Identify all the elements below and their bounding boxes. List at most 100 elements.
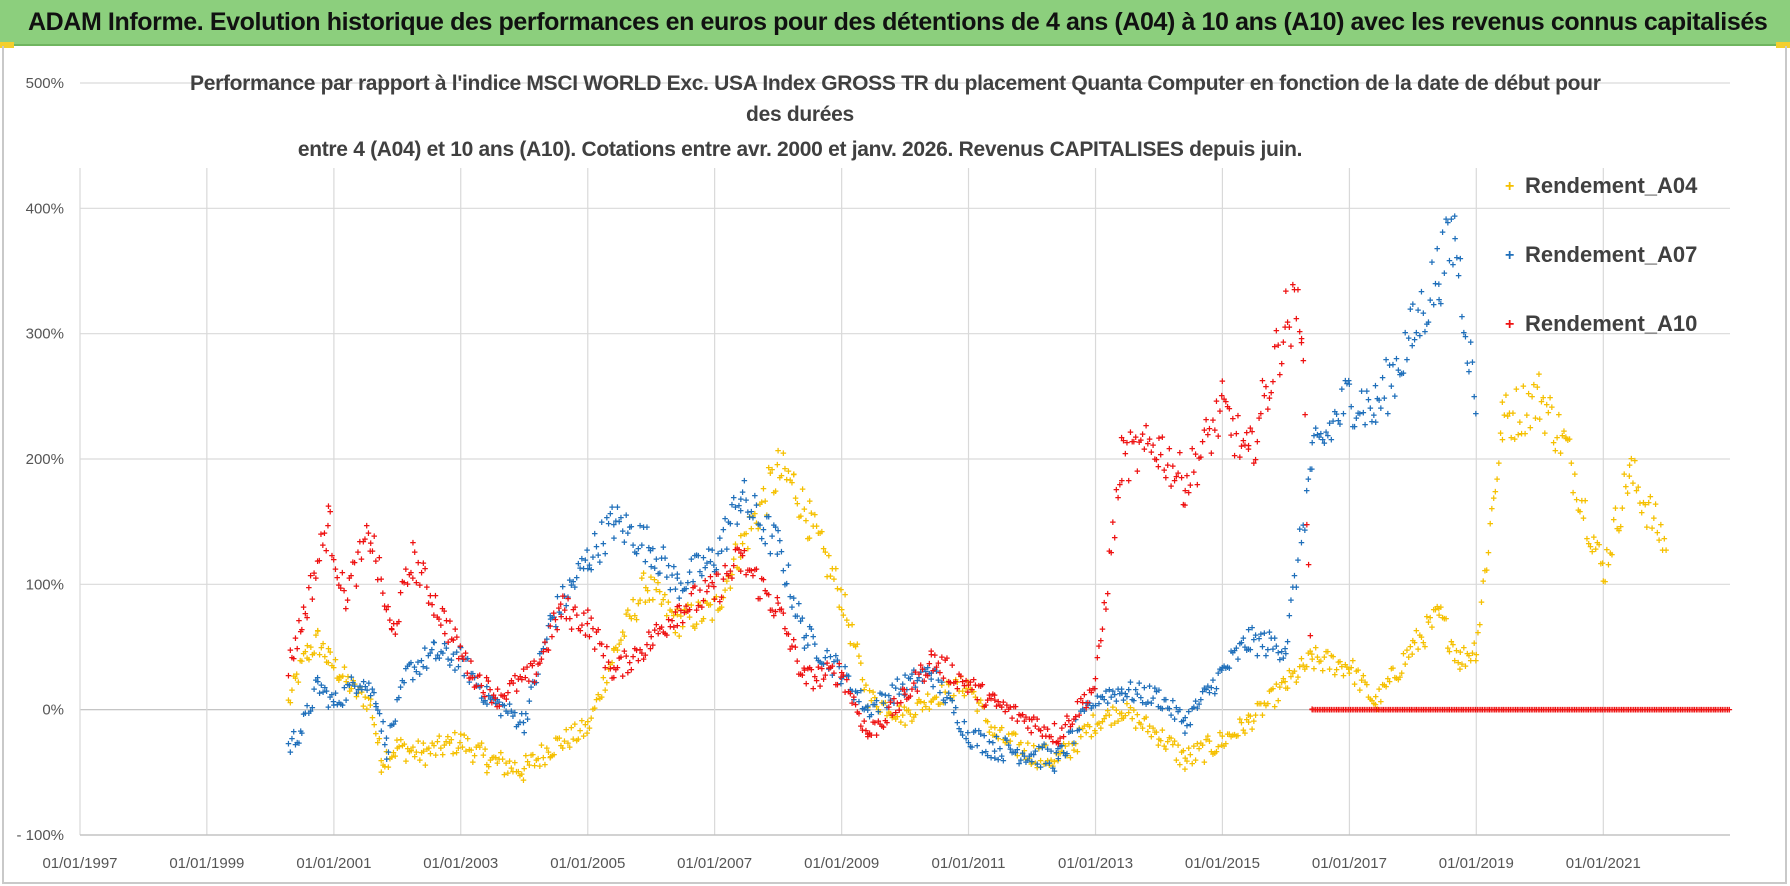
- data-point: +: [1599, 705, 1605, 717]
- data-point: +: [1028, 759, 1034, 771]
- y-tick-label: 500%: [26, 75, 64, 92]
- data-point: +: [579, 716, 585, 728]
- data-point: +: [1175, 740, 1181, 752]
- data-point: +: [1372, 691, 1378, 703]
- data-point: +: [845, 686, 851, 698]
- data-point: +: [396, 617, 402, 629]
- data-point: +: [1417, 705, 1423, 717]
- data-point: +: [1386, 360, 1392, 372]
- data-point: +: [783, 579, 789, 591]
- data-point: +: [1132, 432, 1138, 444]
- data-point: +: [896, 689, 902, 701]
- data-point: +: [1057, 742, 1063, 754]
- data-point: +: [1302, 410, 1308, 422]
- data-point: +: [1307, 631, 1313, 643]
- data-point: +: [297, 627, 303, 639]
- data-point: +: [404, 743, 410, 755]
- data-point: +: [764, 512, 770, 524]
- data-point: +: [558, 609, 564, 621]
- data-point: +: [1478, 705, 1484, 717]
- data-point: +: [1026, 753, 1032, 765]
- data-point: +: [482, 696, 488, 708]
- data-point: +: [856, 697, 862, 709]
- data-point: +: [565, 592, 571, 604]
- data-point: +: [718, 602, 724, 614]
- data-point: +: [616, 639, 622, 651]
- data-point: +: [1101, 695, 1107, 707]
- data-point: +: [722, 514, 728, 526]
- data-point: +: [1405, 333, 1411, 345]
- data-point: +: [683, 583, 689, 595]
- data-point: +: [981, 730, 987, 742]
- data-point: +: [1263, 381, 1269, 393]
- data-point: +: [870, 687, 876, 699]
- data-point: +: [1117, 708, 1123, 720]
- data-point: +: [1645, 498, 1651, 510]
- data-point: +: [1614, 524, 1620, 536]
- data-point: +: [1538, 705, 1544, 717]
- data-point: +: [842, 589, 848, 601]
- data-point: +: [1335, 705, 1341, 717]
- data-point: +: [425, 598, 431, 610]
- data-point: +: [1251, 635, 1257, 647]
- legend-item-a07[interactable]: + Rendement_A07: [1505, 242, 1697, 272]
- data-point: +: [1060, 748, 1066, 760]
- data-point: +: [308, 642, 314, 654]
- data-point: +: [374, 574, 380, 586]
- data-point: +: [1118, 708, 1124, 720]
- data-point: +: [647, 644, 653, 656]
- data-point: +: [1235, 654, 1241, 666]
- data-point: +: [674, 573, 680, 585]
- legend-item-a10[interactable]: + Rendement_A10: [1505, 311, 1697, 341]
- data-point: +: [1141, 714, 1147, 726]
- data-point: +: [863, 680, 869, 692]
- data-point: +: [752, 565, 758, 577]
- data-point: +: [965, 680, 971, 692]
- legend-item-a04[interactable]: + Rendement_A04: [1505, 173, 1697, 203]
- data-point: +: [484, 760, 490, 772]
- data-point: +: [492, 693, 498, 705]
- data-point: +: [1630, 478, 1636, 490]
- data-point: +: [651, 574, 657, 586]
- data-point: +: [1469, 357, 1475, 369]
- data-point: +: [799, 613, 805, 625]
- data-point: +: [1477, 620, 1483, 632]
- data-point: +: [1072, 715, 1078, 727]
- data-point: +: [1376, 684, 1382, 696]
- data-point: +: [808, 624, 814, 636]
- data-point: +: [1055, 737, 1061, 749]
- data-point: +: [760, 574, 766, 586]
- data-point: +: [609, 673, 615, 685]
- data-point: +: [1296, 524, 1302, 536]
- data-point: +: [1223, 663, 1229, 675]
- data-point: +: [367, 691, 373, 703]
- data-point: +: [775, 526, 781, 538]
- data-point: +: [1009, 747, 1015, 759]
- data-point: +: [1439, 705, 1445, 717]
- data-point: +: [743, 495, 749, 507]
- data-point: +: [667, 622, 673, 634]
- data-point: +: [1436, 295, 1442, 307]
- data-point: +: [1019, 749, 1025, 761]
- data-point: +: [805, 534, 811, 546]
- data-point: +: [385, 762, 391, 774]
- data-point: +: [787, 592, 793, 604]
- data-point: +: [299, 625, 305, 637]
- data-point: +: [602, 549, 608, 561]
- data-point: +: [1230, 414, 1236, 426]
- data-point: +: [664, 630, 670, 642]
- x-tick-label: 01/01/2013: [1058, 855, 1133, 872]
- data-point: +: [1390, 663, 1396, 675]
- data-point: +: [961, 716, 967, 728]
- data-point: +: [1043, 740, 1049, 752]
- data-point: +: [732, 544, 738, 556]
- data-point: +: [1213, 746, 1219, 758]
- data-point: +: [1613, 705, 1619, 717]
- data-point: +: [877, 688, 883, 700]
- data-point: +: [427, 590, 433, 602]
- data-point: +: [582, 555, 588, 567]
- data-point: +: [1455, 657, 1461, 669]
- series-markers: + + + + + + + + + + + + + + + + + + + + + + + + + + + + + + + + + + + + + + + +…: [285, 211, 1732, 787]
- data-point: +: [952, 677, 958, 689]
- data-point: +: [1604, 545, 1610, 557]
